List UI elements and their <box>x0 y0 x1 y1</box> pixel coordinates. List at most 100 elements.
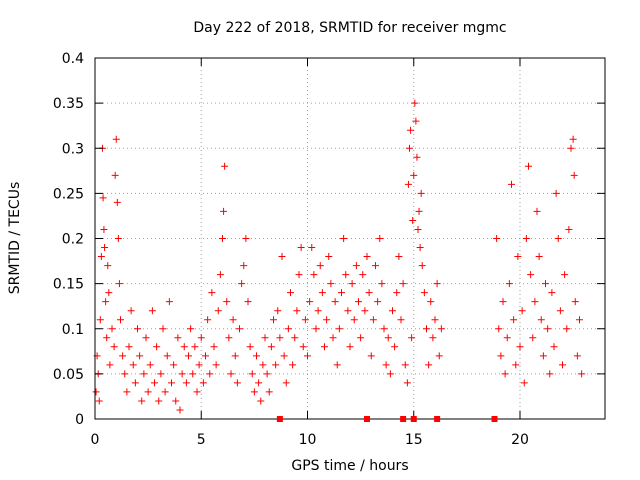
data-point <box>248 370 256 378</box>
data-point <box>165 298 173 306</box>
data-point <box>380 325 388 333</box>
chart-title: Day 222 of 2018, SRMTID for receiver mgm… <box>193 20 506 36</box>
data-point <box>346 343 354 351</box>
data-point <box>535 253 543 261</box>
data-point <box>255 379 263 387</box>
data-point <box>110 343 118 351</box>
data-point <box>414 225 422 233</box>
data-point <box>423 325 430 333</box>
data-point <box>409 216 417 224</box>
data-point <box>527 271 535 279</box>
y-tick-label: 0.25 <box>53 186 84 202</box>
data-point <box>148 307 156 315</box>
x-tick-label: 10 <box>299 432 317 448</box>
data-point <box>495 325 503 333</box>
data-point <box>295 271 303 279</box>
data-point <box>363 253 371 261</box>
data-point <box>304 352 311 360</box>
data-point <box>393 289 401 297</box>
data-point <box>316 262 324 270</box>
data-point <box>395 253 403 261</box>
data-point <box>514 253 522 261</box>
data-point <box>365 289 373 297</box>
data-point <box>418 262 426 270</box>
gap-marker <box>276 416 283 422</box>
gap-marker <box>410 416 417 422</box>
data-point <box>338 289 345 297</box>
data-point <box>520 379 528 387</box>
data-point <box>539 352 547 360</box>
data-point <box>176 406 184 414</box>
data-point <box>410 171 418 179</box>
data-point <box>113 198 121 206</box>
data-point <box>306 298 314 306</box>
data-point <box>397 316 405 324</box>
data-point <box>191 343 199 351</box>
data-point <box>246 343 254 351</box>
data-point <box>359 271 367 279</box>
data-point <box>369 316 377 324</box>
data-point <box>550 343 558 351</box>
x-tick-label: 15 <box>405 432 423 448</box>
data-point <box>331 298 339 306</box>
data-point <box>350 316 358 324</box>
data-point <box>529 334 537 342</box>
y-tick-label: 0.35 <box>53 96 84 112</box>
data-point <box>178 370 186 378</box>
data-point <box>293 307 301 315</box>
data-point <box>437 325 445 333</box>
data-point <box>372 262 379 270</box>
data-point <box>327 280 335 288</box>
data-point <box>552 189 560 197</box>
data-point <box>355 298 362 306</box>
data-point <box>420 289 428 297</box>
data-point <box>219 235 226 242</box>
data-point <box>125 343 133 351</box>
data-point <box>299 343 307 351</box>
data-point <box>121 370 129 378</box>
data-point <box>344 307 352 315</box>
data-point <box>229 316 237 324</box>
data-point <box>559 361 566 369</box>
data-point <box>406 144 413 152</box>
data-point <box>168 379 175 387</box>
data-point <box>129 361 137 369</box>
data-point <box>567 144 575 152</box>
data-point <box>569 135 577 143</box>
data-point <box>435 352 443 360</box>
data-point <box>253 352 260 360</box>
data-point <box>123 388 131 396</box>
data-point <box>157 370 165 378</box>
data-point <box>323 316 331 324</box>
data-point <box>501 370 509 378</box>
data-point <box>378 280 386 288</box>
data-point <box>280 352 288 360</box>
data-point <box>106 361 114 369</box>
x-tick-label: 20 <box>511 432 529 448</box>
data-point <box>516 343 524 351</box>
data-point <box>142 334 150 342</box>
data-point <box>250 388 258 396</box>
data-point <box>573 352 581 360</box>
data-point <box>537 316 545 324</box>
gap-marker <box>400 416 407 422</box>
data-point <box>497 352 505 360</box>
x-tick-label: 5 <box>197 432 206 448</box>
data-point <box>104 262 112 270</box>
grid-lines <box>95 58 605 419</box>
data-point <box>325 253 333 261</box>
data-point <box>197 334 205 342</box>
data-point <box>556 307 564 315</box>
data-point <box>386 370 394 378</box>
data-point <box>413 153 421 161</box>
data-point <box>407 126 415 134</box>
data-point <box>546 370 554 378</box>
data-point <box>403 379 411 387</box>
data-point <box>565 225 573 233</box>
data-point <box>276 334 284 342</box>
data-point <box>182 379 190 387</box>
data-point <box>404 180 412 188</box>
data-point <box>227 370 235 378</box>
data-point <box>108 325 116 333</box>
data-point <box>216 271 224 279</box>
